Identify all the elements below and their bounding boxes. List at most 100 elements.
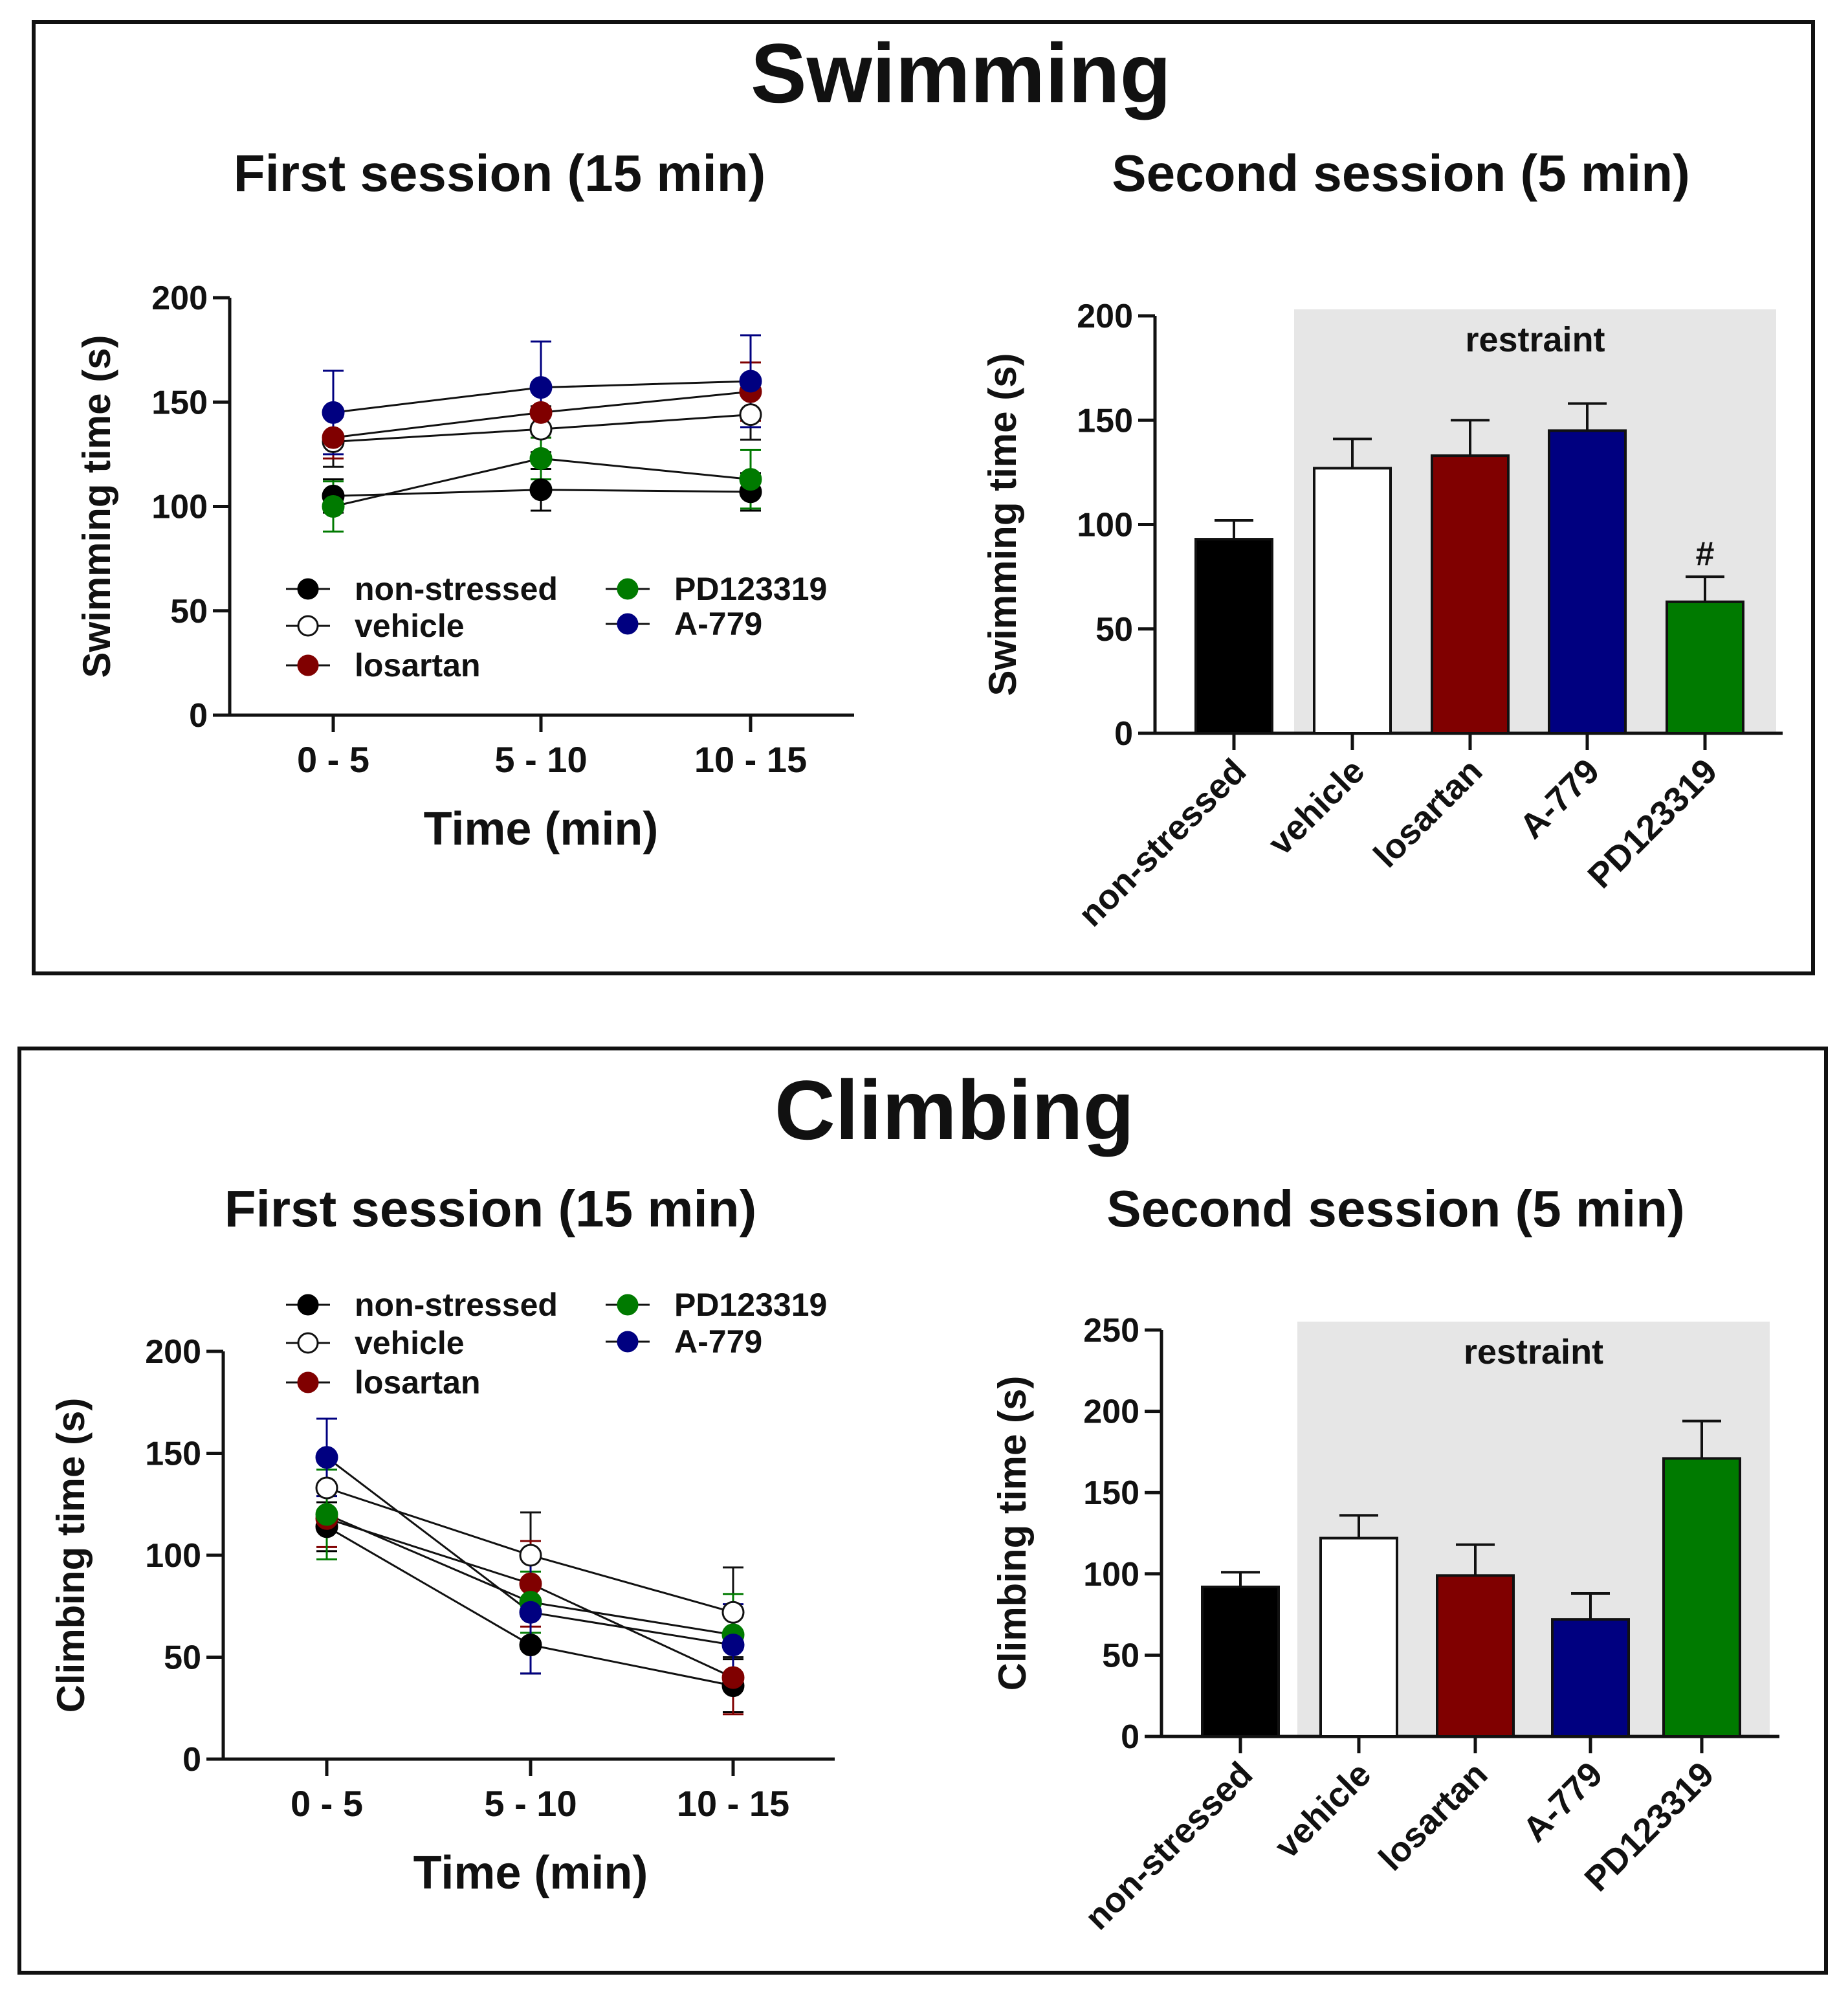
- swim-bar-y-tick-label: 200: [1077, 298, 1133, 335]
- climb-bar-x-tick-label: non-stressed: [1077, 1755, 1260, 1937]
- swim-bar-x-tick-label: A-779: [1512, 751, 1607, 846]
- climb-line-legend-marker-vehicle: [297, 1332, 319, 1354]
- swim-bar-y-tick-label: 50: [1095, 611, 1133, 649]
- climb-line-legend-marker-a-779: [617, 1331, 639, 1353]
- swim-line-y-tick-label: 150: [151, 384, 208, 421]
- swim-bar-x-tick-label: losartan: [1367, 751, 1490, 875]
- climb-line-legend-label-non-stressed: non-stressed: [355, 1287, 558, 1323]
- climbing-second-session-chart: restraint 0 50 100 150 200 250 Climbing time (s…: [991, 1312, 1779, 1937]
- climb-line-legend-label-vehicle: vehicle: [355, 1325, 465, 1361]
- swim-line-legend-marker-vehicle: [297, 615, 319, 637]
- swim-line-y-tick-label: 0: [189, 697, 208, 735]
- climb-line-y-tick-label: 100: [145, 1537, 201, 1575]
- climb-bar-bar-a-779: [1551, 1618, 1630, 1738]
- swim-line-legend-label-non-stressed: non-stressed: [355, 571, 558, 607]
- swim-line-x-tick-label: 5 - 10: [494, 739, 587, 780]
- swimming-first-session-chart: 0 50 100 150 200 Swimming time (s) 0 - 5 5 - 10…: [75, 280, 854, 855]
- climb-line-point-non-stressed: [519, 1634, 542, 1657]
- swim-line-point-losartan: [322, 426, 345, 449]
- swim-bar-bar-non-stressed: [1194, 538, 1273, 735]
- climb-line-y-tick-label: 0: [182, 1741, 201, 1779]
- climb-line-point-a-779: [315, 1446, 338, 1469]
- climb-line-x-tick-label: 10 - 15: [677, 1783, 789, 1824]
- climb-line-x-tick-label: 5 - 10: [484, 1783, 577, 1824]
- swim-line-point-pd123319: [529, 447, 553, 470]
- swim-line-point-non-stressed: [529, 478, 553, 502]
- swim-line-legend-marker-losartan: [297, 654, 319, 676]
- climb-bar-x-tick-label: losartan: [1372, 1755, 1495, 1878]
- climb-bar-restraint-label: restraint: [1464, 1333, 1603, 1371]
- climb-line-point-a-779: [519, 1601, 542, 1624]
- swim-line-x-axis-label: Time (min): [424, 803, 659, 855]
- swim-line-point-vehicle: [739, 403, 762, 427]
- climb-bar-x-tick-label: vehicle: [1268, 1755, 1379, 1866]
- climb-line-point-losartan: [721, 1666, 745, 1689]
- climb-bar-bar-vehicle: [1319, 1536, 1398, 1738]
- swimming-second-session-chart: restraint 0 50 100 150 200 Swimming time (s) no…: [981, 298, 1783, 934]
- swimming-second-session-title: Second session (5 min): [1112, 144, 1690, 202]
- climb-bar-y-tick-label: 50: [1102, 1637, 1139, 1674]
- climb-line-point-vehicle: [315, 1476, 338, 1500]
- climbing-first-session-title: First session (15 min): [225, 1180, 756, 1237]
- swim-bar-y-tick-label: 100: [1077, 507, 1133, 544]
- swim-line-legend-label-vehicle: vehicle: [355, 608, 465, 644]
- swim-line-legend-label-pd123319: PD123319: [674, 571, 827, 607]
- climb-line-legend-marker-losartan: [297, 1371, 319, 1393]
- swim-line-point-pd123319: [322, 495, 345, 518]
- climb-line-y-tick-label: 50: [164, 1639, 201, 1677]
- climb-bar-x-tick-label: A-779: [1515, 1755, 1610, 1849]
- climb-line-point-vehicle: [721, 1601, 745, 1624]
- climb-line-y-tick-label: 150: [145, 1436, 201, 1473]
- climb-line-legend-marker-non-stressed: [297, 1294, 319, 1316]
- swim-line-legend-label-a-779: A-779: [674, 606, 762, 642]
- swim-bar-bar-losartan: [1431, 454, 1510, 735]
- climb-bar-bar-non-stressed: [1201, 1585, 1280, 1738]
- swimming-panel-frame: [32, 20, 1815, 975]
- climb-line-legend-label-losartan: losartan: [355, 1364, 481, 1401]
- swim-line-point-losartan: [529, 401, 553, 424]
- climb-bar-y-tick-label: 200: [1083, 1393, 1139, 1431]
- climb-line-legend-label-a-779: A-779: [674, 1324, 762, 1360]
- swim-line-x-tick-label: 10 - 15: [694, 739, 807, 780]
- swim-line-x-tick-label: 0 - 5: [297, 739, 369, 780]
- climb-line-point-pd123319: [315, 1503, 338, 1526]
- swim-bar-bar-a-779: [1548, 429, 1627, 735]
- swim-line-point-a-779: [529, 376, 553, 399]
- climbing-first-session-chart: 0 50 100 150 200 Climbing time (s) 0 - 5 5 - 10…: [49, 1287, 835, 1899]
- climb-line-point-vehicle: [519, 1544, 542, 1567]
- swim-bar-x-tick-label: non-stressed: [1071, 751, 1253, 934]
- swim-line-legend-marker-a-779: [617, 613, 639, 635]
- climb-line-legend-marker-pd123319: [617, 1294, 639, 1316]
- swim-bar-bar-pd123319: [1666, 600, 1744, 735]
- swimming-panel-title: Swimming: [751, 26, 1171, 120]
- swim-line-y-tick-label: 200: [151, 280, 208, 317]
- climb-line-y-tick-label: 200: [145, 1333, 201, 1371]
- climb-bar-y-tick-label: 250: [1083, 1312, 1139, 1349]
- climb-bar-bar-pd123319: [1662, 1457, 1741, 1738]
- climb-line-x-tick-label: 0 - 5: [291, 1783, 363, 1824]
- climbing-panel-frame: [17, 1047, 1828, 1975]
- climb-line-point-a-779: [721, 1634, 745, 1657]
- swim-bar-y-tick-label: 0: [1114, 715, 1133, 753]
- swim-bar-y-tick-label: 150: [1077, 402, 1133, 439]
- swim-line-point-pd123319: [739, 468, 762, 491]
- swim-bar-y-axis-label: Swimming time (s): [981, 353, 1024, 696]
- climb-line-x-axis-label: Time (min): [413, 1847, 648, 1899]
- swim-bar-restraint-label: restraint: [1465, 320, 1605, 359]
- swim-bar-x-tick-label: vehicle: [1261, 751, 1372, 863]
- swim-line-y-tick-label: 50: [170, 593, 208, 630]
- swim-line-legend-marker-pd123319: [617, 578, 639, 600]
- climbing-panel-title: Climbing: [775, 1063, 1134, 1157]
- swimming-first-session-title: First session (15 min): [234, 144, 765, 202]
- swim-bar-significance-mark: #: [1696, 535, 1715, 573]
- swim-bar-x-tick-label: PD123319: [1581, 751, 1725, 896]
- climb-bar-y-tick-label: 100: [1083, 1556, 1139, 1593]
- swim-line-legend-label-losartan: losartan: [355, 647, 481, 683]
- swim-line-y-axis-label: Swimming time (s): [75, 335, 118, 678]
- swim-line-y-tick-label: 100: [151, 489, 208, 526]
- climb-bar-bar-losartan: [1436, 1574, 1515, 1738]
- climb-bar-y-axis-label: Climbing time (s): [991, 1376, 1034, 1691]
- climb-line-legend-label-pd123319: PD123319: [674, 1287, 827, 1323]
- swim-line-point-a-779: [739, 370, 762, 393]
